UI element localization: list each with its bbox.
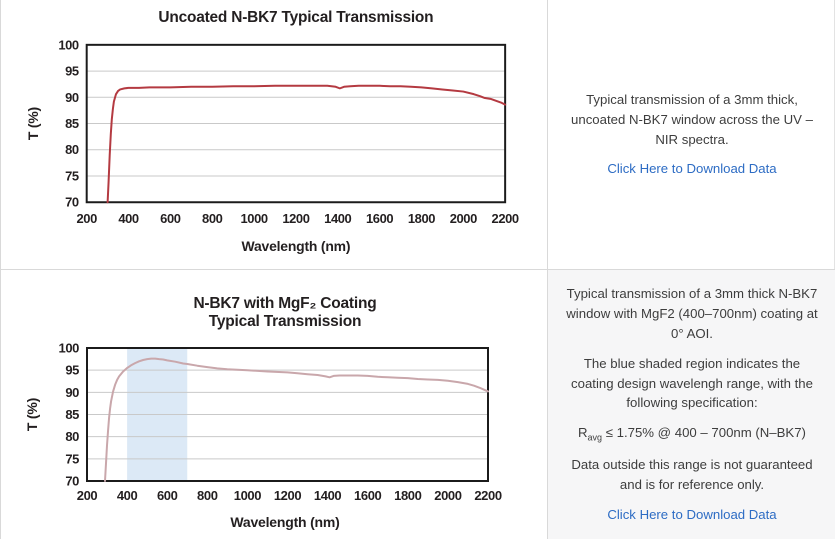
- y-tick-label: 75: [65, 168, 79, 183]
- y-axis-label: T (%): [24, 398, 40, 431]
- mgf2-download-link[interactable]: Click Here to Download Data: [607, 506, 777, 522]
- uncoated-download-link[interactable]: Click Here to Download Data: [607, 161, 777, 177]
- uncoated-info-panel: Typical transmission of a 3mm thick, unc…: [548, 0, 835, 270]
- x-tick-label: 1200: [274, 488, 301, 503]
- spec-base: R: [578, 425, 588, 441]
- x-tick-label: 800: [202, 211, 223, 226]
- x-tick-label: 200: [77, 211, 98, 226]
- x-tick-label: 1400: [314, 488, 341, 503]
- x-tick-label: 600: [160, 211, 181, 226]
- y-tick-label: 75: [65, 451, 79, 466]
- transmission-curve: [106, 84, 507, 204]
- x-tick-label: 400: [118, 211, 139, 226]
- x-tick-label: 400: [117, 488, 138, 503]
- mgf2-spec: Ravg ≤ 1.75% @ 400 – 700nm (N–BK7): [578, 423, 806, 445]
- uncoated-transmission-chart: 70 75 80 85 90 95 100 200 400 600 800 1000 1200 1400 1…: [25, 9, 519, 254]
- uncoated-description: Typical transmission of a 3mm thick, unc…: [571, 91, 813, 147]
- y-tick-label: 95: [65, 363, 79, 378]
- x-tick-label: 200: [77, 488, 98, 503]
- transmission-curve: [104, 357, 489, 482]
- chart-title: N-BK7 with MgF₂ Coating: [193, 295, 376, 312]
- y-tick-label: 70: [65, 195, 79, 210]
- x-tick-label: 1600: [366, 211, 393, 226]
- x-tick-label: 1800: [408, 211, 435, 226]
- y-tick-label: 80: [65, 142, 79, 157]
- y-tick-label: 70: [65, 474, 79, 489]
- spec-rest: ≤ 1.75% @ 400 – 700nm (N–BK7): [602, 425, 806, 441]
- plot-border: [86, 347, 489, 482]
- y-axis-label: T (%): [25, 107, 41, 140]
- mgf2-info-panel: Typical transmission of a 3mm thick N-BK…: [548, 270, 835, 539]
- x-tick-label: 800: [197, 488, 218, 503]
- y-tick-label: 100: [59, 341, 80, 356]
- x-tick-label: 1600: [354, 488, 381, 503]
- mgf2-transmission-chart: 70 75 80 85 90 95 100 200 400 600 800 1000 1200 1400 1…: [24, 295, 502, 530]
- mgf2-chart-cell: 70 75 80 85 90 95 100 200 400 600 800 1000 1200 1400 1…: [1, 270, 548, 539]
- chart-title: Uncoated N-BK7 Typical Transmission: [158, 9, 433, 26]
- y-tick-label: 95: [65, 64, 79, 79]
- x-tick-label: 2000: [450, 211, 477, 226]
- x-tick-label: 2000: [434, 488, 461, 503]
- x-tick-label: 1000: [240, 211, 267, 226]
- x-tick-label: 600: [157, 488, 178, 503]
- x-tick-label: 1000: [234, 488, 261, 503]
- x-axis-label: Wavelength (nm): [230, 514, 339, 530]
- x-tick-label: 1200: [282, 211, 309, 226]
- x-tick-label: 1800: [394, 488, 421, 503]
- mgf2-description: Typical transmission of a 3mm thick N-BK…: [566, 286, 818, 341]
- y-tick-label: 85: [65, 116, 79, 131]
- uncoated-chart-cell: 70 75 80 85 90 95 100 200 400 600 800 1000 1200 1400 1…: [1, 0, 548, 270]
- y-tick-label: 90: [65, 90, 79, 105]
- x-tick-label: 1400: [324, 211, 351, 226]
- x-axis-label: Wavelength (nm): [242, 238, 351, 254]
- plot-border: [85, 43, 507, 204]
- mgf2-band-note: The blue shaded region indicates the coa…: [571, 355, 813, 411]
- chart-title: Typical Transmission: [209, 313, 362, 330]
- y-tick-label: 100: [58, 37, 79, 52]
- mgf2-disclaimer: Data outside this range is not guarantee…: [571, 457, 813, 493]
- x-tick-label: 2200: [492, 211, 519, 226]
- y-tick-label: 85: [65, 407, 79, 422]
- y-tick-label: 80: [65, 429, 79, 444]
- spec-subscript: avg: [587, 432, 603, 443]
- y-tick-label: 90: [65, 385, 79, 400]
- x-tick-label: 2200: [474, 488, 501, 503]
